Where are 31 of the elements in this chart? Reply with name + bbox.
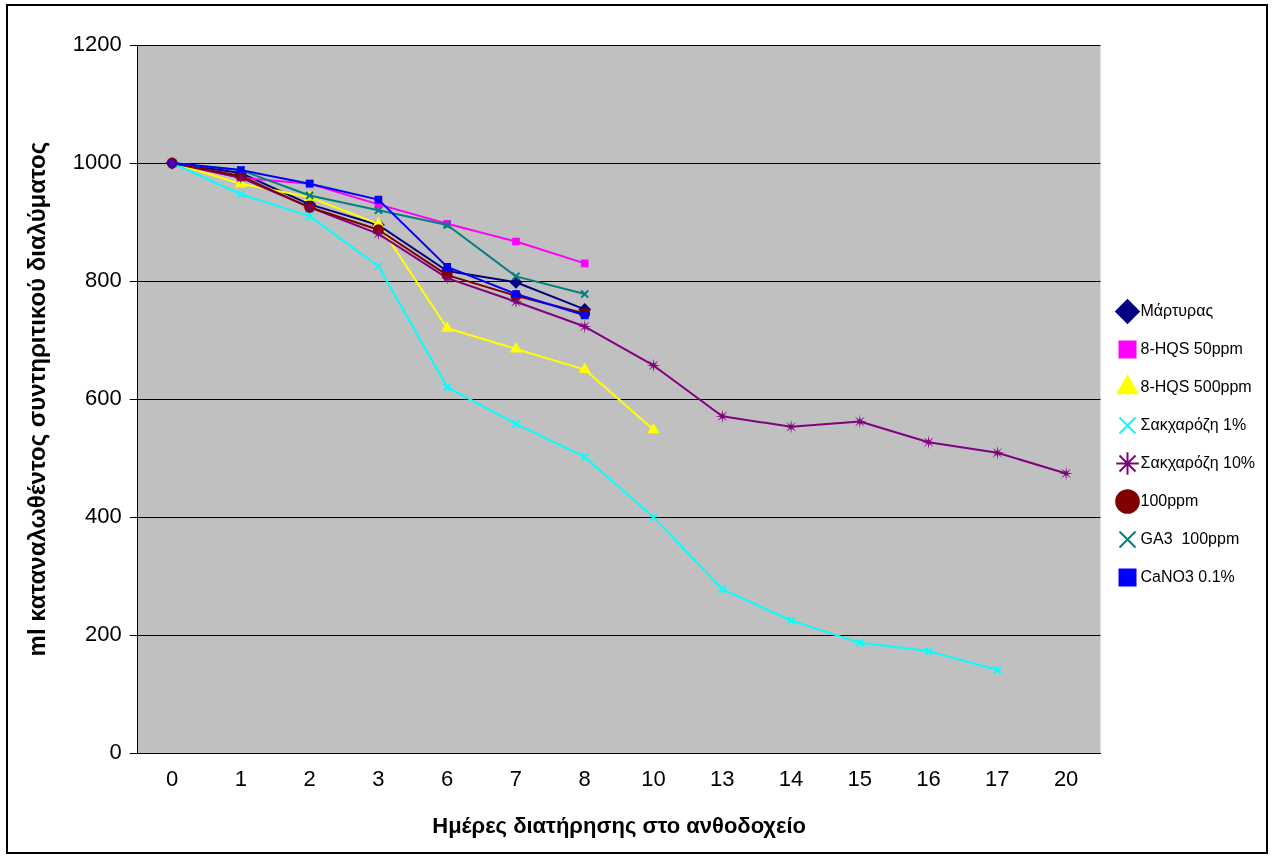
x-tick-label: 1 <box>234 766 248 792</box>
y-tick-label: 600 <box>85 385 122 411</box>
y-tick-label: 0 <box>109 739 122 765</box>
legend-label: 8-HQS 500ppm <box>1140 377 1252 395</box>
y-tick-label: 200 <box>85 621 122 647</box>
x-tick-label: 10 <box>641 766 666 792</box>
x-tick-label: 7 <box>509 766 523 792</box>
legend-label: GA3 100ppm <box>1140 529 1240 547</box>
x-tick-label: 8 <box>578 766 591 792</box>
legend-label: CaNO3 0.1% <box>1140 567 1235 585</box>
x-tick-label: 2 <box>303 766 316 792</box>
x-axis-title: Ημέρες διατήρησης στο ανθοδοχείο <box>432 812 806 838</box>
x-tick-label: 13 <box>710 766 735 792</box>
legend-label: 8-HQS 50ppm <box>1140 339 1243 357</box>
x-tick-label: 16 <box>916 766 941 792</box>
x-tick-label: 20 <box>1053 766 1079 792</box>
y-tick-label: 800 <box>85 267 122 293</box>
x-tick-label: 15 <box>847 766 873 792</box>
legend-label: 100ppm <box>1140 491 1199 509</box>
y-tick-label: 1200 <box>72 31 122 57</box>
y-tick-label: 1000 <box>72 149 122 175</box>
y-tick-label: 400 <box>85 503 122 529</box>
legend-label: Σακχαρόζη 10% <box>1140 453 1256 472</box>
legend-label: Σακχαρόζη 1% <box>1140 415 1247 434</box>
x-tick-label: 17 <box>985 766 1010 792</box>
x-tick-label: 14 <box>778 766 804 792</box>
x-tick-label: 3 <box>372 766 385 792</box>
x-tick-label: 0 <box>166 766 179 792</box>
legend-label: Μάρτυρας <box>1140 301 1214 319</box>
y-axis-title: ml καταναλωθέντος συντηριτικού διαλύματος <box>23 141 51 657</box>
x-tick-label: 6 <box>441 766 454 792</box>
